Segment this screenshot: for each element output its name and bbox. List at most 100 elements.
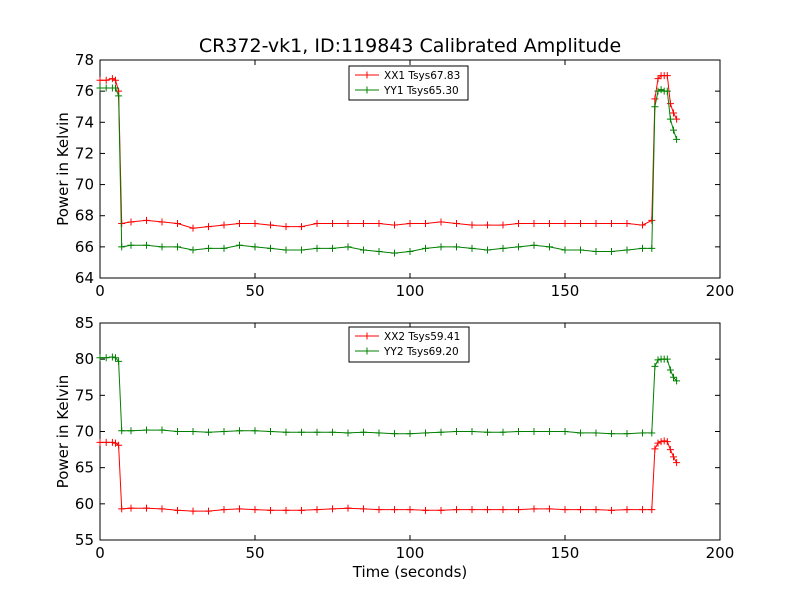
x-tick-label: 150: [551, 282, 580, 300]
data-point: [648, 429, 656, 437]
y-tick-label: 64: [75, 269, 94, 287]
data-point: [623, 430, 631, 438]
data-point: [313, 220, 321, 227]
data-point: [406, 506, 414, 514]
legend-label: YY2 Tsys69.20: [383, 346, 459, 358]
data-point: [360, 505, 367, 513]
data-point: [657, 438, 665, 446]
data-point: [654, 356, 662, 364]
data-point: [592, 506, 600, 514]
legend-box: [348, 65, 469, 101]
data-point: [673, 135, 681, 143]
data-point: [577, 429, 584, 437]
data-point: [360, 246, 367, 254]
y-tick-label: 78: [75, 51, 94, 69]
x-tick-label: 0: [95, 544, 105, 562]
data-point: [143, 241, 150, 249]
data-point: [515, 243, 522, 251]
data-point: [313, 506, 321, 514]
data-point: [329, 428, 336, 436]
data-point: [406, 248, 414, 256]
data-point: [375, 220, 383, 227]
data-point: [499, 221, 507, 229]
data-point: [158, 505, 166, 513]
data-point: [251, 506, 259, 514]
data-point: [96, 438, 104, 446]
data-point: [673, 115, 681, 123]
data-point: [663, 355, 671, 363]
chart-panel-2: 0 50 100 150 200 55 60 65 70 75 80 85 Power in Kelvi…: [54, 314, 734, 581]
data-point: [577, 246, 584, 254]
y-tick-label: 76: [75, 82, 94, 100]
data-point: [670, 453, 677, 461]
data-point: [484, 428, 491, 436]
data-point: [158, 218, 166, 226]
y-tick-label: 85: [75, 314, 94, 332]
x-tick-label: 100: [396, 544, 425, 562]
data-point: [453, 243, 460, 251]
series-line: [100, 356, 677, 435]
data-point: [577, 506, 584, 514]
data-point: [654, 439, 662, 447]
data-point: [530, 428, 538, 435]
chart-panel-1: CR372-vk1, ID:119843 Calibrated Amplitud…: [54, 35, 734, 300]
data-point: [561, 428, 569, 435]
data-point: [236, 427, 243, 435]
series-1: [96, 437, 681, 515]
series-2: [96, 353, 681, 438]
y-tick-label: 55: [75, 531, 94, 549]
data-point: [329, 220, 336, 227]
data-point: [608, 248, 615, 256]
data-point: [112, 84, 119, 92]
data-point: [406, 220, 414, 227]
data-point: [251, 220, 259, 227]
series-2: [96, 84, 681, 257]
data-point: [298, 223, 305, 231]
y-axis-label: Power in Kelvin: [54, 375, 72, 489]
legend-box: [348, 326, 470, 363]
data-point: [673, 459, 681, 467]
data-point: [102, 84, 110, 92]
data-point: [561, 220, 569, 227]
x-tick-label: 50: [245, 544, 264, 562]
data-point: [530, 220, 538, 227]
data-point: [174, 506, 181, 514]
data-point: [220, 506, 228, 514]
data-point: [236, 220, 243, 227]
data-point: [282, 506, 290, 514]
y-tick-label: 66: [75, 238, 94, 256]
y-tick-label: 80: [75, 350, 94, 368]
data-point: [360, 428, 367, 436]
data-point: [654, 75, 662, 83]
data-point: [267, 244, 274, 252]
data-point: [608, 220, 615, 227]
legend: XX1 Tsys67.83 YY1 Tsys65.30: [348, 65, 469, 101]
data-point: [236, 505, 243, 513]
data-point: [127, 427, 135, 435]
data-point: [96, 354, 104, 362]
data-point: [189, 507, 197, 515]
data-point: [453, 506, 460, 514]
data-point: [391, 430, 398, 438]
y-tick-label: 74: [75, 113, 94, 131]
data-point: [143, 504, 150, 512]
data-point: [608, 430, 615, 438]
data-point: [143, 426, 150, 434]
data-point: [577, 220, 584, 227]
data-point: [663, 438, 671, 446]
data-point: [670, 373, 677, 381]
data-point: [530, 241, 538, 249]
data-point: [205, 428, 212, 436]
data-point: [102, 438, 110, 446]
data-point: [608, 506, 615, 514]
data-point: [329, 244, 336, 252]
legend-swatch-marker: [363, 71, 371, 79]
data-point: [546, 505, 553, 513]
data-point: [515, 220, 522, 227]
x-tick-label: 200: [706, 544, 735, 562]
series-line: [100, 87, 678, 254]
data-point: [453, 220, 460, 227]
data-point: [666, 366, 674, 374]
data-point: [108, 438, 116, 446]
